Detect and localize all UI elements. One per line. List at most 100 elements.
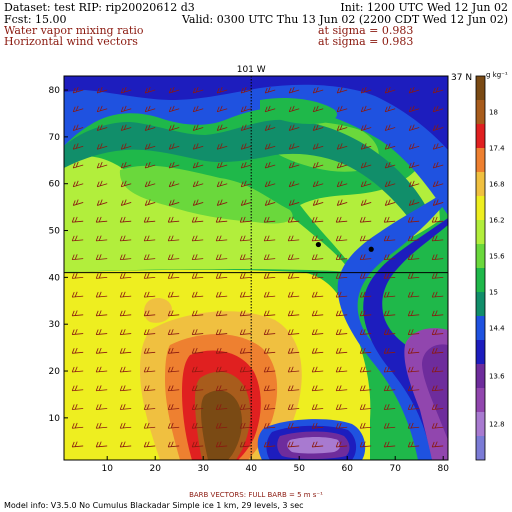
wind-barb — [192, 180, 204, 188]
colorbar-tick-label: 16.8 — [489, 181, 505, 189]
wind-barb — [71, 441, 84, 448]
wind-barb — [431, 272, 444, 279]
wind-barb — [120, 143, 132, 150]
wind-barb — [311, 366, 324, 373]
wind-barb — [95, 347, 108, 354]
colorbar-swatch — [476, 292, 485, 316]
wind-barb — [335, 366, 348, 373]
wind-barb — [120, 199, 132, 206]
wind-barb — [360, 161, 372, 169]
wind-barb — [72, 180, 84, 188]
wind-barb — [288, 143, 300, 150]
wind-barb — [336, 143, 348, 150]
wind-barb — [239, 441, 252, 448]
wind-barb — [240, 199, 252, 206]
wind-barb — [263, 441, 276, 448]
wind-barb — [384, 143, 396, 150]
wind-barb — [360, 143, 372, 150]
wind-barb — [264, 87, 276, 94]
x-tick-label: 10 — [101, 464, 113, 474]
wind-barb — [432, 124, 444, 131]
wind-barb — [72, 87, 84, 94]
wind-barb — [239, 385, 252, 392]
wind-barb — [287, 216, 300, 223]
mixing-ratio-field — [64, 76, 448, 460]
wind-barb — [383, 347, 396, 354]
wind-barb — [192, 199, 204, 206]
wind-barb — [288, 87, 300, 94]
wind-barb — [288, 124, 300, 131]
field-region-blue-north — [64, 76, 448, 215]
wind-barb — [407, 272, 420, 279]
wind-barb — [240, 105, 252, 113]
wind-barb — [383, 216, 396, 223]
wind-barb — [239, 254, 252, 261]
wind-barb — [191, 441, 204, 448]
wind-barb — [359, 272, 372, 279]
wind-barb — [95, 272, 108, 279]
colorbar-swatch — [476, 244, 485, 268]
wind-barb — [431, 329, 444, 335]
colorbar-swatch — [476, 100, 485, 124]
wind-barb — [335, 310, 348, 317]
wind-barb — [95, 291, 108, 298]
field1-level: at sigma = 0.983 — [318, 24, 413, 37]
wind-barb — [143, 441, 156, 448]
wind-barb — [192, 105, 204, 113]
field-region-dark-brown — [201, 390, 243, 460]
wind-barb — [384, 161, 396, 169]
wind-barb — [312, 199, 324, 206]
wind-barb — [240, 87, 252, 94]
wind-barb — [215, 366, 228, 373]
wind-barb — [216, 124, 228, 131]
y-tick-label: 10 — [49, 414, 61, 424]
wind-barb — [263, 404, 276, 410]
wind-barb — [335, 272, 348, 279]
field-region-pool-light — [287, 437, 341, 454]
wind-barb — [336, 161, 348, 169]
wind-barb — [287, 329, 300, 335]
wind-barb — [167, 235, 180, 242]
wind-barb — [263, 422, 276, 429]
wind-barb — [432, 180, 444, 188]
wind-barb — [407, 291, 420, 298]
wind-barb — [96, 143, 108, 150]
wind-barb — [407, 404, 420, 410]
wind-barb — [383, 422, 396, 429]
wind-barb — [240, 124, 252, 131]
x-axis: 10 20 30 40 50 60 70 80 — [101, 456, 449, 474]
wind-barb — [119, 422, 132, 429]
wind-barb — [431, 254, 444, 261]
colorbar-swatch — [476, 148, 485, 172]
wind-barb — [263, 291, 276, 298]
wind-barb — [383, 366, 396, 373]
wind-barb — [264, 143, 276, 150]
wind-barb — [407, 347, 420, 354]
wind-barb — [215, 254, 228, 261]
wind-barb — [408, 87, 420, 94]
x-tick-label: 20 — [149, 464, 161, 474]
wind-barb — [96, 124, 108, 131]
colorbar-tick-label: 15 — [489, 289, 498, 297]
colorbar-tick-label: 12.8 — [489, 421, 505, 429]
y-axis: 10 20 30 40 50 60 70 80 — [49, 86, 68, 424]
field-region-navy-north — [64, 76, 448, 150]
wind-barb — [168, 124, 180, 131]
wind-barb — [119, 291, 132, 298]
wind-barb — [431, 366, 444, 373]
wind-barb — [216, 105, 228, 113]
wind-barb — [120, 161, 132, 169]
wind-barb — [287, 254, 300, 261]
wind-barb — [263, 272, 276, 279]
field2-name: Horizontal wind vectors — [4, 35, 138, 48]
wind-barb — [431, 404, 444, 410]
wind-barb — [144, 124, 156, 131]
wind-barb — [432, 161, 444, 169]
wind-barb — [287, 366, 300, 373]
wind-barb — [215, 422, 228, 429]
wind-barb — [383, 385, 396, 392]
wind-barb — [143, 385, 156, 392]
wind-barb — [432, 199, 444, 206]
wind-barb — [168, 143, 180, 150]
